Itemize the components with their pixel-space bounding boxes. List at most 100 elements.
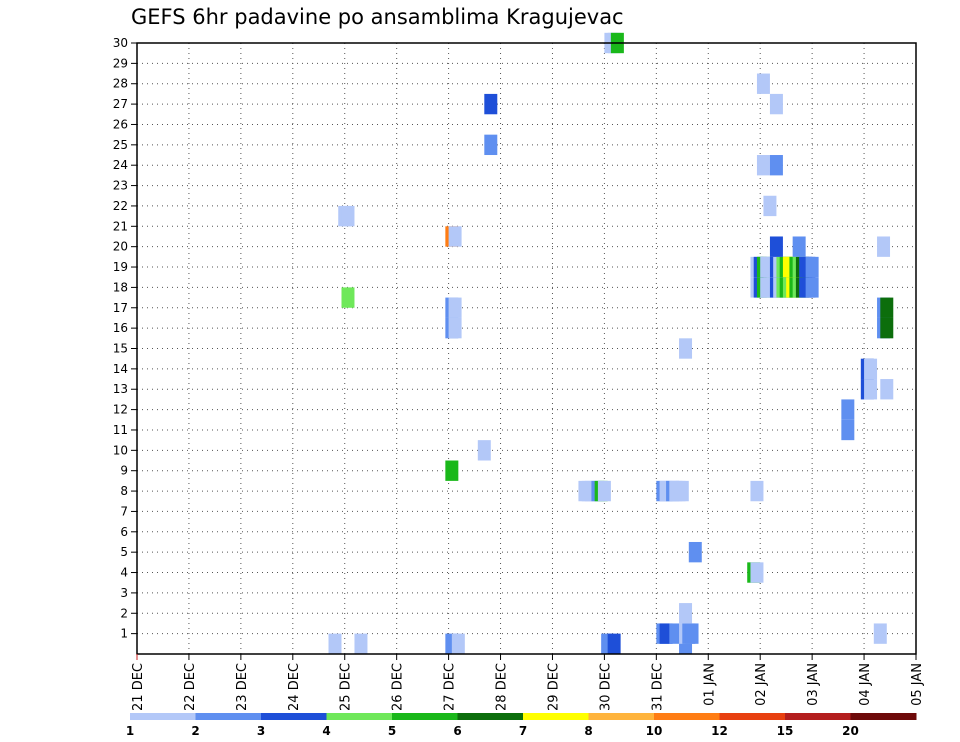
precip-cell xyxy=(607,633,621,654)
y-tick-label: 11 xyxy=(113,423,128,437)
precip-cell xyxy=(877,236,891,257)
y-tick-label: 8 xyxy=(120,484,128,498)
precip-cell xyxy=(805,277,819,298)
precip-cell xyxy=(763,195,777,217)
colorbar-label: 15 xyxy=(777,724,794,738)
precip-cell xyxy=(756,73,770,94)
precip-cell xyxy=(679,338,693,359)
x-tick-label: 21 DEC xyxy=(131,663,146,711)
y-tick-label: 7 xyxy=(120,504,128,518)
colorbar-swatch xyxy=(523,713,589,720)
colorbar-swatch xyxy=(326,713,393,720)
precip-cell xyxy=(328,633,342,654)
precip-cell xyxy=(769,236,783,257)
y-tick-label: 17 xyxy=(113,301,128,315)
y-tick-label: 12 xyxy=(113,403,128,417)
precip-cell xyxy=(679,603,693,624)
precip-cell xyxy=(675,480,689,502)
precip-cell xyxy=(841,399,855,420)
colorbar-swatch xyxy=(654,713,720,720)
precip-cell xyxy=(354,633,368,654)
precip-cell xyxy=(750,562,764,583)
precip-cell xyxy=(792,236,806,257)
precip-cell xyxy=(805,256,819,278)
y-tick-label: 24 xyxy=(113,158,128,172)
precip-cell xyxy=(448,226,462,247)
colorbar-label: 4 xyxy=(322,724,330,738)
colorbar-swatch xyxy=(785,713,851,720)
y-tick-label: 19 xyxy=(113,260,128,274)
precip-cell xyxy=(864,358,878,380)
precip-cell xyxy=(445,460,459,481)
x-tick-label: 04 JAN xyxy=(858,663,873,706)
x-tick-label: 29 DEC xyxy=(546,663,561,711)
y-tick-label: 5 xyxy=(120,545,128,559)
colorbar-label: 8 xyxy=(584,724,592,738)
x-tick-label: 31 DEC xyxy=(650,663,665,711)
plot-frame xyxy=(136,42,917,655)
colorbar-swatch xyxy=(130,713,196,720)
x-tick-label: 24 DEC xyxy=(287,663,302,711)
colorbar: 1 2 3 4 5 6 7 8 10 12 15 20 xyxy=(126,713,917,738)
y-tick-label: 18 xyxy=(113,280,128,294)
y-tick-label: 22 xyxy=(113,199,128,213)
y-tick-label: 26 xyxy=(113,117,128,131)
precip-cell xyxy=(448,297,462,318)
y-tick-label: 1 xyxy=(120,627,128,641)
colorbar-label: 12 xyxy=(711,724,728,738)
colorbar-label: 7 xyxy=(519,724,527,738)
precip-cell xyxy=(750,480,764,502)
y-tick-label: 30 xyxy=(113,36,128,50)
colorbar-label: 1 xyxy=(126,724,134,738)
y-tick-label: 4 xyxy=(120,566,128,580)
precipitation-cells xyxy=(328,32,894,654)
precip-cell xyxy=(769,93,783,115)
precip-cell xyxy=(477,440,491,461)
precip-cell xyxy=(873,623,887,644)
x-axis: 21 DEC 22 DEC 23 DEC 24 DEC 25 DEC 26 DEC 27 D… xyxy=(131,654,925,711)
y-tick-label: 28 xyxy=(113,77,128,91)
precip-cell xyxy=(864,379,878,400)
chart-title: GEFS 6hr padavine po ansamblima Kragujev… xyxy=(131,5,624,29)
precip-cell xyxy=(341,287,355,308)
colorbar-swatch xyxy=(195,713,262,720)
y-tick-label: 25 xyxy=(113,138,128,152)
precip-cell xyxy=(685,623,699,644)
y-tick-label: 29 xyxy=(113,56,128,70)
x-tick-label: 01 JAN xyxy=(702,663,717,706)
x-tick-label: 27 DEC xyxy=(443,663,458,711)
y-tick-label: 6 xyxy=(120,525,128,539)
precip-cell xyxy=(769,155,783,176)
precip-cell xyxy=(484,93,498,115)
colorbar-swatch xyxy=(261,713,327,720)
precip-cell xyxy=(756,155,770,176)
colorbar-label: 6 xyxy=(453,724,461,738)
precip-cell xyxy=(448,317,462,339)
precip-cell xyxy=(880,297,894,318)
colorbar-label: 2 xyxy=(191,724,199,738)
colorbar-swatch xyxy=(588,713,655,720)
x-tick-label: 25 DEC xyxy=(339,663,354,711)
x-tick-label: 03 JAN xyxy=(806,663,821,706)
x-tick-label: 02 JAN xyxy=(754,663,769,706)
y-tick-label: 3 xyxy=(120,586,128,600)
y-tick-label: 14 xyxy=(113,362,128,376)
y-tick-label: 13 xyxy=(113,382,128,396)
grid-lines xyxy=(137,42,916,654)
y-tick-label: 20 xyxy=(113,240,128,254)
x-tick-label: 28 DEC xyxy=(495,663,510,711)
colorbar-swatch xyxy=(392,713,458,720)
colorbar-swatch xyxy=(457,713,524,720)
precip-cell xyxy=(688,541,702,563)
colorbar-label: 5 xyxy=(388,724,396,738)
precip-cell xyxy=(880,317,894,339)
colorbar-label: 3 xyxy=(257,724,265,738)
y-tick-label: 16 xyxy=(113,321,128,335)
colorbar-label: 20 xyxy=(842,724,859,738)
y-tick-label: 21 xyxy=(113,219,128,233)
y-tick-label: 2 xyxy=(120,606,128,620)
colorbar-swatch xyxy=(850,713,917,720)
x-tick-label: 05 JAN xyxy=(910,663,925,706)
x-tick-label: 26 DEC xyxy=(391,663,406,711)
